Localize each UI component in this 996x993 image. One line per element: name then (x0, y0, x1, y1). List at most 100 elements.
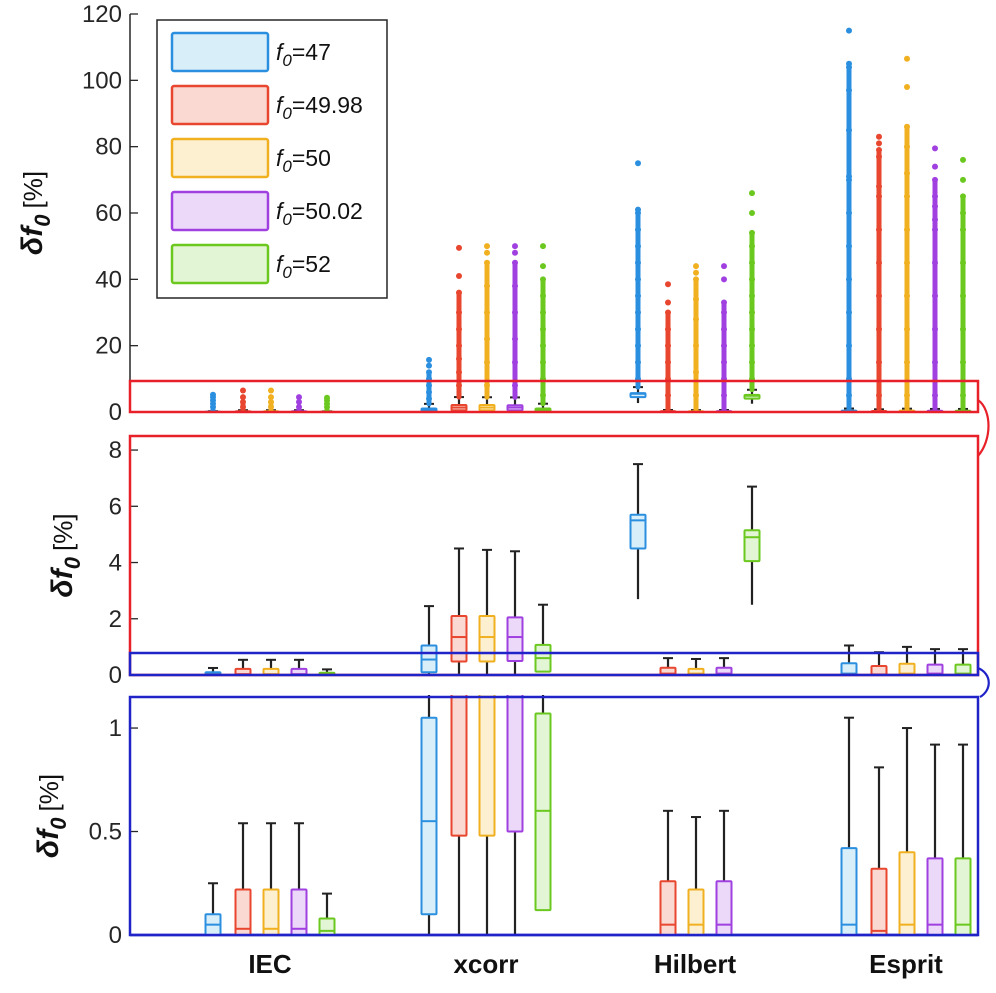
box (478, 695, 496, 837)
outlier-point (749, 309, 755, 316)
outlier-point (512, 282, 518, 289)
outlier-point (693, 296, 699, 303)
outlier-point (512, 243, 518, 250)
outlier-point (749, 359, 755, 366)
outlier-point (932, 193, 938, 200)
outlier-point (904, 193, 910, 200)
outlier-point (846, 87, 852, 94)
outlier-point (296, 399, 302, 406)
outlier-point (876, 146, 882, 153)
outlier-point (665, 309, 671, 316)
outlier-point (932, 226, 938, 233)
outlier-point (749, 190, 755, 197)
outlier-point (456, 326, 462, 333)
outlier-point (296, 394, 302, 401)
outlier-point (876, 193, 882, 200)
middle-ytick-label: 8 (109, 437, 122, 464)
outlier-point (904, 292, 910, 299)
legend-swatch (170, 137, 270, 179)
outlier-point (456, 382, 462, 389)
outlier-point (693, 316, 699, 323)
legend-label: f0=50 (276, 145, 331, 176)
outlier-point (456, 244, 462, 251)
outlier-point (846, 27, 852, 34)
outlier-point (721, 276, 727, 283)
outlier-point (846, 276, 852, 283)
outlier-point (846, 173, 852, 180)
outlier-point (426, 356, 432, 363)
outlier-point (932, 176, 938, 183)
outlier-point (456, 342, 462, 349)
box (840, 662, 858, 675)
outlier-point (876, 140, 882, 147)
outlier-point (635, 243, 641, 250)
box (659, 880, 677, 935)
outlier-point (960, 359, 966, 366)
box (954, 857, 972, 935)
bottom-box-group (204, 0, 972, 935)
outlier-point (484, 259, 490, 266)
box (450, 695, 468, 837)
outlier-point (960, 210, 966, 216)
middle-ytick-label: 4 (109, 550, 122, 577)
outlier-point (693, 369, 699, 376)
outlier-point (876, 292, 882, 299)
outlier-point (876, 153, 882, 160)
top-ytick-label: 0 (109, 399, 122, 426)
zoom-panel-blue (128, 695, 980, 937)
outlier-point (635, 226, 641, 233)
outlier-point (540, 359, 546, 366)
outlier-point (512, 359, 518, 366)
outlier-point (512, 336, 518, 343)
bottom-ytick-label: 0 (109, 922, 122, 949)
outlier-point (693, 276, 699, 283)
outlier-point (512, 259, 518, 266)
outlier-point (268, 394, 274, 401)
outlier-point (240, 394, 246, 401)
outlier-point (540, 392, 546, 399)
outlier-point (296, 404, 302, 411)
outlier-point (904, 170, 910, 177)
outlier-point (665, 281, 671, 288)
outlier-point (904, 123, 910, 130)
outlier-point (749, 292, 755, 299)
legend-label: f0=50.02 (276, 198, 363, 229)
outlier-point (426, 369, 432, 376)
outlier-point (665, 342, 671, 349)
outlier-point (635, 206, 641, 213)
legend-label: f0=49.98 (276, 92, 363, 123)
legend-swatch (170, 243, 270, 285)
box (926, 663, 944, 675)
box (745, 0, 760, 97)
outlier-point (456, 369, 462, 376)
outlier-point (484, 309, 490, 316)
outlier-point (665, 359, 671, 366)
outlier-point (721, 392, 727, 399)
outlier-point (960, 226, 966, 233)
outlier-point (426, 382, 432, 389)
box (926, 857, 944, 935)
outlier-point (426, 362, 432, 369)
outlier-point (721, 359, 727, 366)
outlier-point (846, 342, 852, 349)
outlier-point (932, 203, 938, 210)
outlier-point (635, 160, 641, 167)
outlier-point (635, 342, 641, 349)
outlier-point (846, 392, 852, 399)
outlier-point (635, 359, 641, 366)
zoom-connector-red (977, 399, 990, 457)
middle-box-group (204, 463, 972, 675)
outlier-point (456, 309, 462, 316)
outlier-point (721, 299, 727, 306)
outlier-point (960, 326, 966, 333)
outlier-point (540, 276, 546, 283)
box (715, 880, 733, 935)
outlier-point (846, 309, 852, 316)
outlier-point (846, 127, 852, 134)
outlier-point (932, 163, 938, 170)
zoom-connector-blue (977, 666, 990, 698)
middle-ytick-label: 0 (109, 662, 122, 689)
outlier-point (540, 292, 546, 299)
outlier-point (512, 309, 518, 316)
outlier-point (932, 292, 938, 299)
